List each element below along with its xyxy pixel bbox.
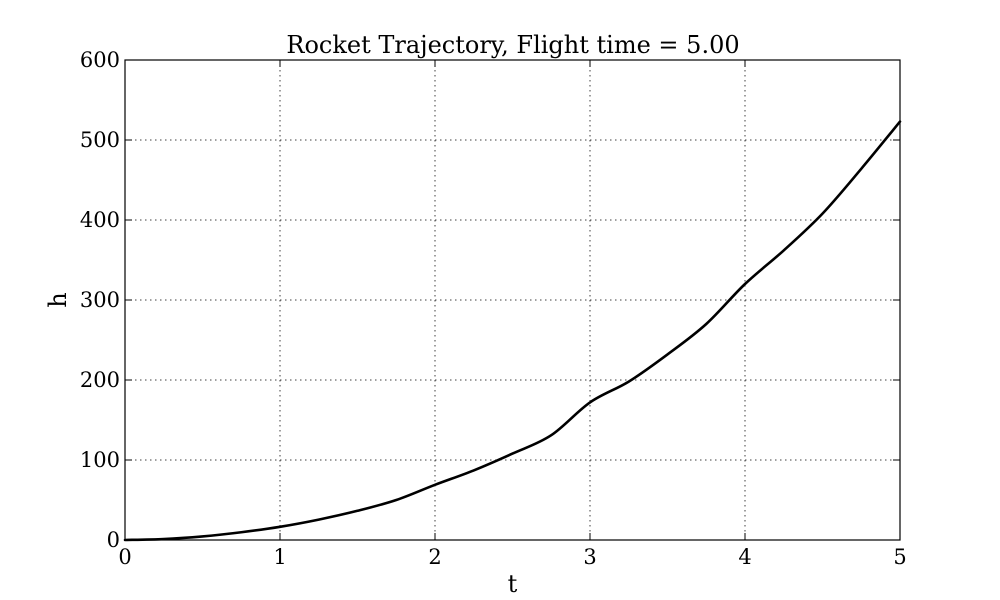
y-tick-label: 400 <box>80 208 120 232</box>
series-group <box>123 120 902 542</box>
x-tick-label: 5 <box>893 545 906 569</box>
x-tick-labels: 0 1 2 3 4 5 <box>118 545 906 569</box>
y-tick-label: 200 <box>80 368 120 392</box>
chart-title: Rocket Trajectory, Flight time = 5.00 <box>286 31 739 59</box>
x-tick-label: 0 <box>118 545 131 569</box>
y-tick-label: 500 <box>80 128 120 152</box>
y-tick-label: 600 <box>80 48 120 72</box>
y-tick-label: 0 <box>107 528 120 552</box>
grid-lines <box>125 60 900 540</box>
x-tick-label: 2 <box>428 545 441 569</box>
trajectory-line <box>123 120 902 542</box>
x-axis-label: t <box>508 570 518 598</box>
y-tick-label: 100 <box>80 448 120 472</box>
x-tick-label: 3 <box>583 545 596 569</box>
y-tick-label: 300 <box>80 288 120 312</box>
x-tick-label: 1 <box>273 545 286 569</box>
x-tick-label: 4 <box>738 545 751 569</box>
y-tick-labels: 0 100 200 300 400 500 600 <box>80 48 120 552</box>
y-axis-label: h <box>44 292 72 307</box>
tick-marks <box>124 59 901 541</box>
